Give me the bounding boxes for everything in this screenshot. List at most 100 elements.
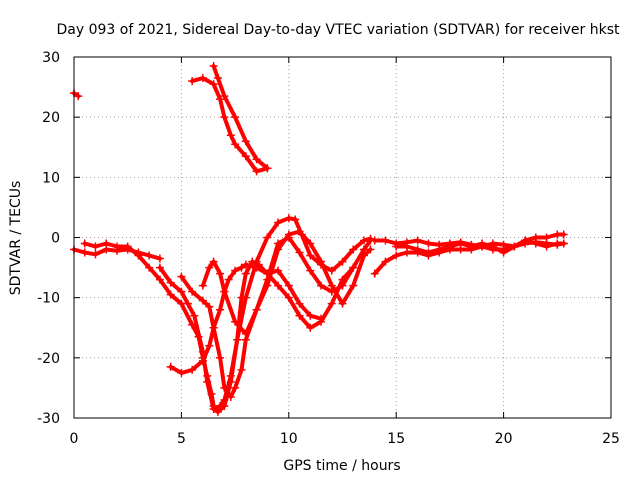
data-point [80, 248, 89, 257]
y-tick-label: 20 [42, 110, 60, 126]
data-point [203, 377, 212, 386]
data-point [349, 263, 358, 272]
data-point [188, 365, 197, 374]
data-point [241, 329, 250, 338]
data-point [91, 250, 100, 259]
data-point [327, 281, 336, 290]
data-point [231, 317, 240, 326]
grid-lines [74, 57, 611, 418]
data-point [237, 293, 246, 302]
data-point [445, 242, 454, 251]
data-point [209, 62, 218, 71]
series-track-12 [392, 236, 568, 257]
data-point [241, 260, 250, 269]
data-point [381, 236, 390, 245]
y-tick-label: -10 [37, 291, 60, 307]
data-point [252, 263, 261, 272]
series-line [82, 216, 373, 414]
data-point [306, 311, 315, 320]
x-tick-label: 20 [495, 431, 513, 447]
data-point [252, 305, 261, 314]
data-point [155, 263, 164, 272]
data-point [317, 281, 326, 290]
data-point [216, 401, 225, 410]
data-point [413, 236, 422, 245]
data-point [295, 311, 304, 320]
data-point [231, 383, 240, 392]
data-point [327, 299, 336, 308]
x-tick-label: 15 [387, 431, 405, 447]
x-tick-label: 10 [280, 431, 298, 447]
data-point [188, 77, 197, 86]
data-point [542, 233, 551, 242]
data-point [102, 239, 111, 248]
data-point [424, 239, 433, 248]
data-point [220, 287, 229, 296]
data-point [198, 74, 207, 83]
data-point [306, 239, 315, 248]
data-point [80, 239, 89, 248]
data-point [559, 239, 568, 248]
data-point [145, 263, 154, 272]
data-point [488, 242, 497, 251]
data-point [123, 242, 132, 251]
data-point [213, 407, 222, 416]
data-point [413, 245, 422, 254]
y-axis-label: SDTVAR / TECUs [8, 181, 24, 296]
data-point [166, 290, 175, 299]
x-tick-label: 5 [177, 431, 186, 447]
data-point [542, 242, 551, 251]
data-point [220, 92, 229, 101]
data-point [248, 257, 257, 266]
data-point [263, 281, 272, 290]
data-point [216, 95, 225, 104]
data-point [183, 299, 192, 308]
data-point [467, 242, 476, 251]
data-point [349, 281, 358, 290]
y-tick-label: -30 [37, 411, 60, 427]
data-point [327, 266, 336, 275]
data-point [306, 251, 315, 260]
data-point [402, 242, 411, 251]
data-point [338, 299, 347, 308]
data-point [177, 272, 186, 281]
data-point [220, 383, 229, 392]
data-point [295, 299, 304, 308]
data-point [177, 368, 186, 377]
data-point [231, 113, 240, 122]
data-point [198, 296, 207, 305]
data-point [291, 215, 300, 224]
data-point [370, 236, 379, 245]
data-series-layer [70, 62, 568, 416]
data-point [224, 275, 233, 284]
data-point [284, 230, 293, 239]
data-point [216, 305, 225, 314]
data-point [190, 311, 199, 320]
data-point [213, 74, 222, 83]
data-point [392, 242, 401, 251]
data-point [205, 341, 214, 350]
data-point [241, 137, 250, 146]
data-point [274, 245, 283, 254]
data-point [209, 80, 218, 89]
data-point [370, 269, 379, 278]
data-point [145, 251, 154, 260]
data-point [241, 152, 250, 161]
data-point [220, 113, 229, 122]
data-point [306, 266, 315, 275]
data-point [74, 92, 83, 101]
data-point [177, 287, 186, 296]
data-point [381, 257, 390, 266]
data-point [263, 233, 272, 242]
data-point [231, 140, 240, 149]
data-point [499, 248, 508, 257]
x-tick-label: 0 [70, 431, 79, 447]
data-point [284, 281, 293, 290]
data-point [209, 257, 218, 266]
data-point [209, 404, 218, 413]
data-point [155, 275, 164, 284]
data-point [559, 230, 568, 239]
data-point [274, 218, 283, 227]
data-point [521, 236, 530, 245]
